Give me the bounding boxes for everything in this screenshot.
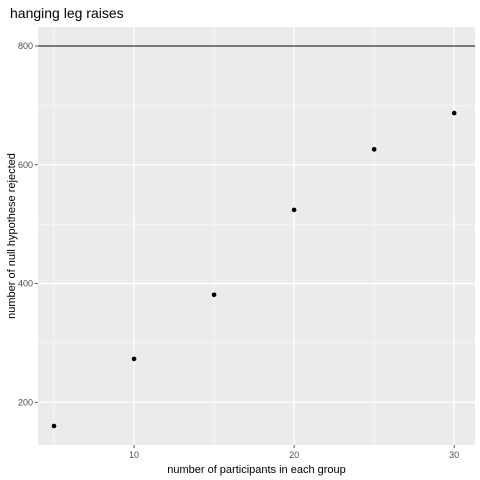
data-point-0: [51, 423, 57, 429]
x-axis-ticks: 10 20 30: [129, 445, 459, 460]
data-point-5: [451, 110, 457, 116]
y-tick-label-0: 200: [18, 397, 33, 407]
y-tick-label-2: 600: [18, 160, 33, 170]
x-tick-label-1: 20: [289, 450, 299, 460]
data-point-3: [291, 207, 297, 213]
minor-gridlines: [38, 27, 475, 445]
y-axis-ticks: 200 400 600 800: [18, 41, 38, 407]
x-axis-title: number of participants in each group: [167, 464, 346, 476]
y-axis-title: number of null hypothese rejected: [6, 153, 18, 319]
y-tick-label-3: 800: [18, 41, 33, 51]
plot-panel: [38, 27, 475, 445]
data-point-2: [211, 292, 217, 298]
y-tick-label-1: 400: [18, 279, 33, 289]
data-point-4: [371, 147, 377, 152]
x-tick-label-2: 30: [449, 450, 459, 460]
chart-title: hanging leg raises: [10, 5, 124, 21]
data-points: [51, 110, 457, 429]
data-point-1: [131, 356, 137, 362]
x-tick-label-0: 10: [129, 450, 139, 460]
